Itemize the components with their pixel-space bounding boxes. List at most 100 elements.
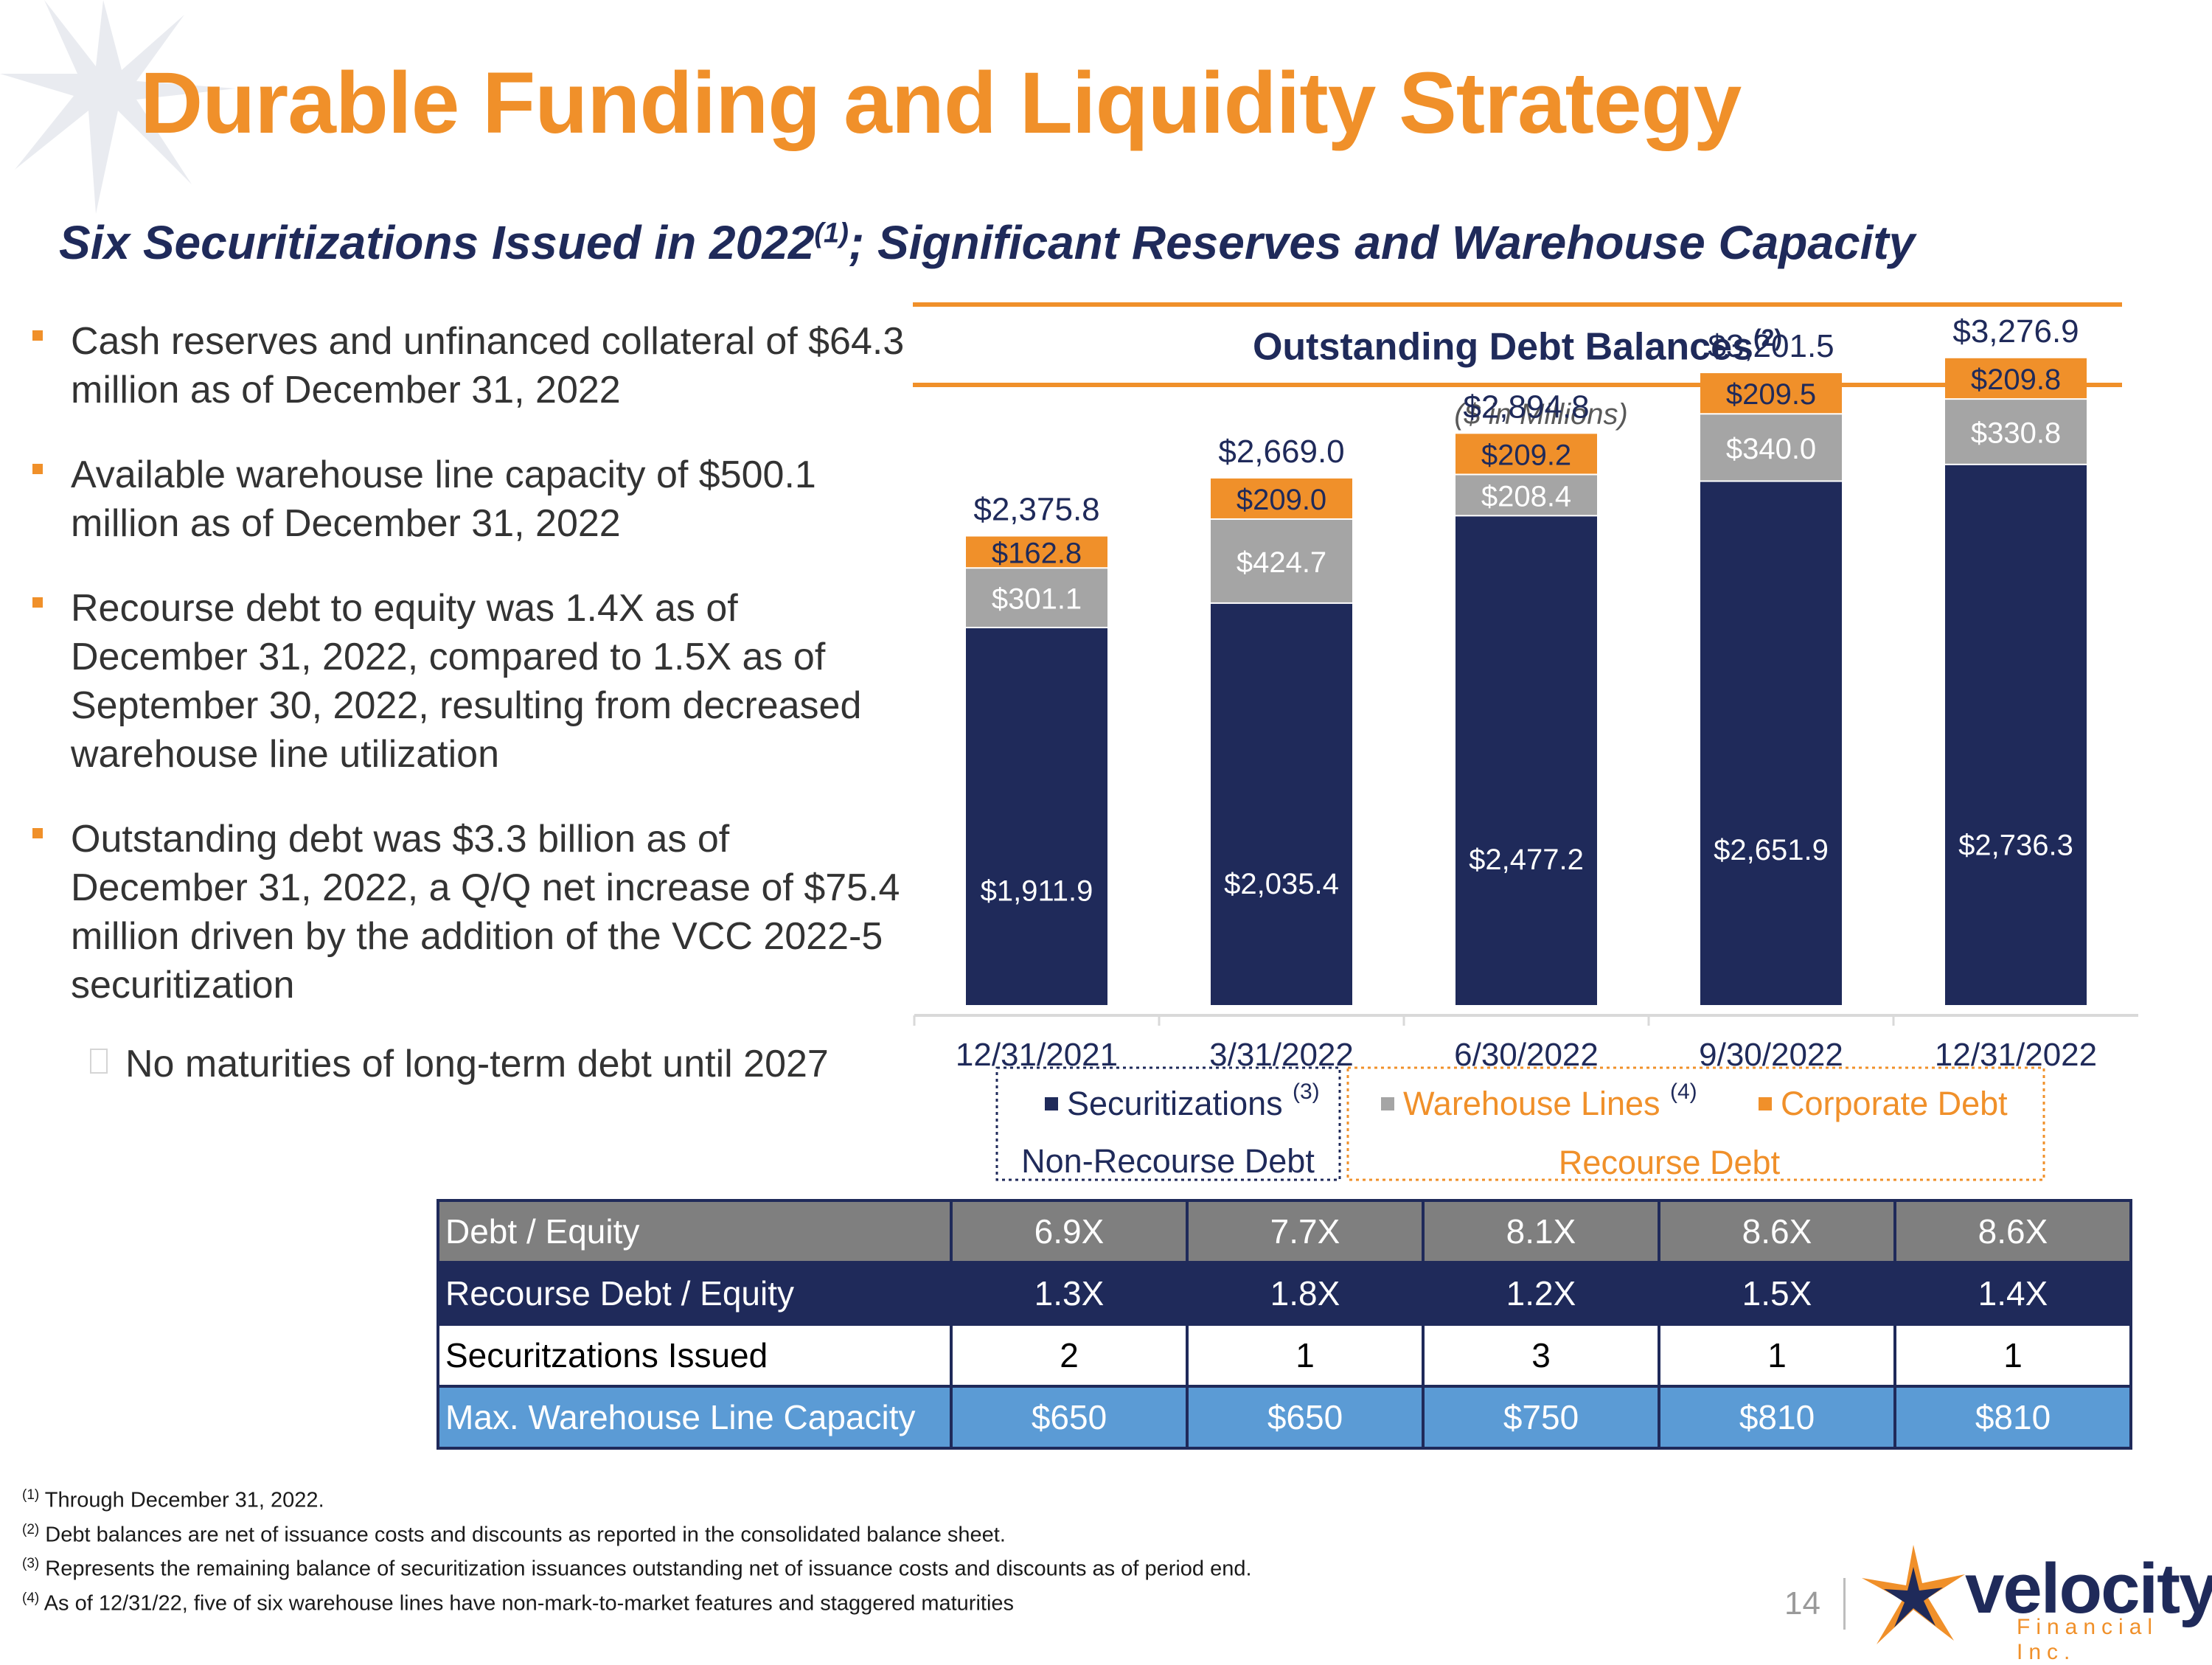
table-cell: 1 — [1658, 1323, 1896, 1388]
bar-value-label: $330.8 — [1971, 417, 2061, 449]
table-cell: 8.6X — [1893, 1199, 2132, 1264]
bar-segment-securitizations — [1211, 603, 1352, 1005]
table-cell: $650 — [950, 1385, 1189, 1450]
bar-segment-securitizations — [1700, 482, 1842, 1005]
square-bullet-icon — [32, 330, 43, 341]
bar-total-label: $3,276.9 — [1952, 313, 2079, 350]
bar-value-label: $209.0 — [1237, 484, 1326, 516]
page-subtitle: Six Securitizations Issued in 2022(1); S… — [59, 215, 1915, 270]
bar-value-label: $2,736.3 — [1958, 829, 2073, 861]
square-bullet-icon — [32, 597, 43, 608]
bar-total-label: $2,375.8 — [973, 492, 1099, 528]
legend-label-corporate: Corporate Debt — [1781, 1085, 2008, 1122]
bar-value-label: $301.1 — [992, 583, 1082, 616]
table-cell: $750 — [1422, 1385, 1660, 1450]
chart-header: Outstanding Debt Balances(2) — [913, 302, 2122, 387]
bar-total-label: $2,894.8 — [1463, 389, 1589, 425]
footnote-text: Debt balances are net of issuance costs … — [45, 1523, 1006, 1547]
recourse-group-box — [1346, 1066, 2045, 1181]
row-label: Debt / Equity — [437, 1199, 953, 1264]
bar-value-label: $340.0 — [1726, 433, 1816, 465]
table-cell: 8.1X — [1422, 1199, 1660, 1264]
row-label: Recourse Debt / Equity — [437, 1261, 953, 1326]
bar-value-label: $424.7 — [1237, 546, 1326, 579]
non-recourse-group-box — [995, 1066, 1341, 1181]
bar-value-label: $1,911.9 — [981, 875, 1093, 907]
legend-label-warehouse: Warehouse Lines — [1403, 1085, 1660, 1122]
row-label: Securitzations Issued — [437, 1323, 953, 1388]
footnote-item: (3) Represents the remaining balance of … — [22, 1549, 1252, 1584]
table-cell: $650 — [1186, 1385, 1425, 1450]
footnote-marker: (1) — [22, 1487, 40, 1503]
footnote-item: (1) Through December 31, 2022. — [22, 1481, 1252, 1515]
legend-swatch-warehouse — [1381, 1097, 1394, 1110]
chart-units-label: ($ in Millions) — [1454, 398, 1628, 431]
sub-bullet-item: No maturities of long-term debt until 20… — [29, 1040, 907, 1088]
bullet-item: Outstanding debt was $3.3 billion as of … — [29, 815, 907, 1009]
brand-name: velocity — [1965, 1549, 2212, 1628]
subtitle-footnote-ref: (1) — [814, 218, 849, 249]
legend-swatch-corporate — [1759, 1097, 1772, 1110]
bullet-item: Cash reserves and unfinanced collateral … — [29, 317, 907, 414]
bar-segment-warehouse-lines — [1211, 519, 1352, 602]
table-cell: $810 — [1893, 1385, 2132, 1450]
legend-group-nonrecourse: Non-Recourse Debt — [1021, 1142, 1315, 1180]
footnote-marker: (2) — [22, 1521, 40, 1537]
footnote-item: (2) Debt balances are net of issuance co… — [22, 1515, 1252, 1550]
square-bullet-icon — [32, 464, 43, 474]
footnote-text: Represents the remaining balance of secu… — [45, 1557, 1252, 1581]
bar-segment-corporate-debt — [1700, 373, 1842, 414]
bar-segment-warehouse-lines — [1700, 414, 1842, 481]
bar-value-label: $2,477.2 — [1469, 844, 1584, 876]
checkbox-bullet-icon — [90, 1049, 108, 1074]
table-cell: 1.5X — [1658, 1261, 1896, 1326]
debt-metrics-table: Debt / Equity 6.9X 7.7X 8.1X 8.6X 8.6X R… — [437, 1199, 2132, 1450]
legend-group-recourse: Recourse Debt — [1559, 1144, 1781, 1181]
star-logo-watermark — [0, 0, 236, 214]
bullet-text: Outstanding debt was $3.3 billion as of … — [71, 818, 900, 1007]
footnote-text: As of 12/31/22, five of six warehouse li… — [44, 1591, 1015, 1616]
table-row: Recourse Debt / Equity 1.3X 1.8X 1.2X 1.… — [437, 1261, 2132, 1326]
bar-total-label: $3,201.5 — [1708, 328, 1834, 364]
subtitle-text: Six Securitizations Issued in 2022 — [59, 216, 815, 269]
bar-value-label: $209.8 — [1971, 364, 2061, 396]
bar-segment-warehouse-lines — [1945, 400, 2087, 464]
table-cell: 8.6X — [1658, 1199, 1896, 1264]
footnotes: (1) Through December 31, 2022. (2) Debt … — [22, 1481, 1252, 1619]
footnote-item: (4) As of 12/31/22, five of six warehous… — [22, 1584, 1252, 1619]
table-cell: 1.3X — [950, 1261, 1189, 1326]
page-number: 14 — [1784, 1585, 1820, 1621]
table-cell: 3 — [1422, 1323, 1660, 1388]
bar-segment-warehouse-lines — [1455, 475, 1597, 515]
square-bullet-icon — [32, 828, 43, 838]
legend-label-securitizations: Securitizations — [1067, 1085, 1283, 1122]
row-label: Max. Warehouse Line Capacity — [437, 1385, 953, 1450]
bar-value-label: $162.8 — [992, 537, 1082, 569]
footnote-marker: (4) — [22, 1590, 40, 1606]
bar-value-label: $209.5 — [1726, 378, 1816, 411]
bar-segment-corporate-debt — [1945, 358, 2087, 399]
bar-segment-securitizations — [966, 628, 1107, 1005]
footnote-marker: (3) — [22, 1556, 40, 1572]
bullet-text: Cash reserves and unfinanced collateral … — [71, 320, 905, 411]
table-cell: 1 — [1186, 1323, 1425, 1388]
bar-segment-securitizations — [1945, 465, 2087, 1005]
bar-segment-corporate-debt — [966, 536, 1107, 568]
table-cell: 1.2X — [1422, 1261, 1660, 1326]
bullet-text: Recourse debt to equity was 1.4X as of D… — [71, 587, 862, 776]
bullet-item: Available warehouse line capacity of $50… — [29, 451, 907, 548]
bullet-text: Available warehouse line capacity of $50… — [71, 453, 816, 545]
table-cell: 1 — [1893, 1323, 2132, 1388]
footnote-text: Through December 31, 2022. — [44, 1488, 324, 1512]
table-cell: 7.7X — [1186, 1199, 1425, 1264]
bar-segment-securitizations — [1455, 516, 1597, 1005]
table-cell: 1.4X — [1893, 1261, 2132, 1326]
sub-bullet-text: No maturities of long-term debt until 20… — [125, 1043, 829, 1085]
velocity-star-logo-icon — [1862, 1545, 1965, 1644]
table-row: Max. Warehouse Line Capacity $650 $650 $… — [437, 1385, 2132, 1450]
page-number-divider — [1843, 1578, 1846, 1630]
table-cell: 6.9X — [950, 1199, 1189, 1264]
bar-value-label: $209.2 — [1481, 439, 1571, 471]
legend-footnote-securitizations: (3) — [1293, 1080, 1320, 1104]
bar-segment-corporate-debt — [1455, 434, 1597, 474]
